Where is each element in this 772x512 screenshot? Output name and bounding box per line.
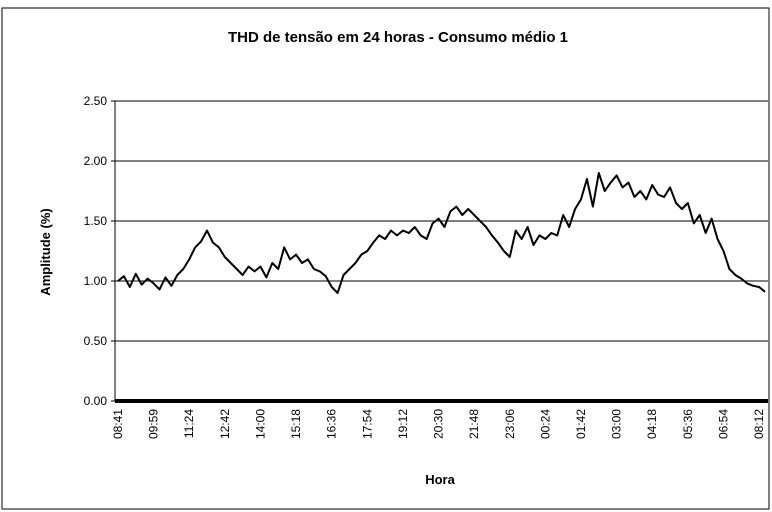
y-tick-label: 0.00 bbox=[84, 394, 108, 408]
x-tick-label: 09:59 bbox=[147, 409, 161, 439]
x-tick-label: 20:30 bbox=[432, 409, 446, 439]
x-tick-label: 12:42 bbox=[218, 409, 232, 439]
x-tick-label: 15:18 bbox=[289, 409, 303, 439]
x-tick-label: 05:36 bbox=[681, 409, 695, 439]
y-axis-title: Amplitude (%) bbox=[38, 208, 53, 295]
y-tick-label: 2.00 bbox=[84, 154, 108, 168]
x-tick-label: 16:36 bbox=[325, 409, 339, 439]
y-tick-label: 2.50 bbox=[84, 94, 108, 108]
x-tick-label: 06:54 bbox=[716, 409, 730, 439]
chart-title: THD de tensão em 24 horas - Consumo médi… bbox=[228, 29, 568, 46]
x-tick-label: 17:54 bbox=[360, 409, 374, 439]
y-tick-label: 0.50 bbox=[84, 334, 108, 348]
x-tick-label: 08:41 bbox=[111, 409, 125, 439]
chart-border bbox=[1, 7, 770, 510]
x-tick-label: 08:12 bbox=[752, 409, 766, 439]
data-line bbox=[117, 172, 766, 294]
y-tick-label: 1.50 bbox=[84, 214, 108, 228]
x-tick-label: 01:42 bbox=[574, 409, 588, 439]
y-tick-label: 1.00 bbox=[84, 274, 108, 288]
x-axis-title: Hora bbox=[425, 472, 455, 487]
x-tick-label: 03:00 bbox=[610, 409, 624, 439]
x-tick-label: 21:48 bbox=[467, 409, 481, 439]
x-tick-label: 00:24 bbox=[538, 409, 552, 439]
x-tick-label: 14:00 bbox=[253, 409, 267, 439]
x-tick-label: 23:06 bbox=[503, 409, 517, 439]
x-tick-label: 19:12 bbox=[396, 409, 410, 439]
x-tick-label: 11:24 bbox=[182, 409, 196, 438]
x-tick-label: 04:18 bbox=[645, 409, 659, 439]
